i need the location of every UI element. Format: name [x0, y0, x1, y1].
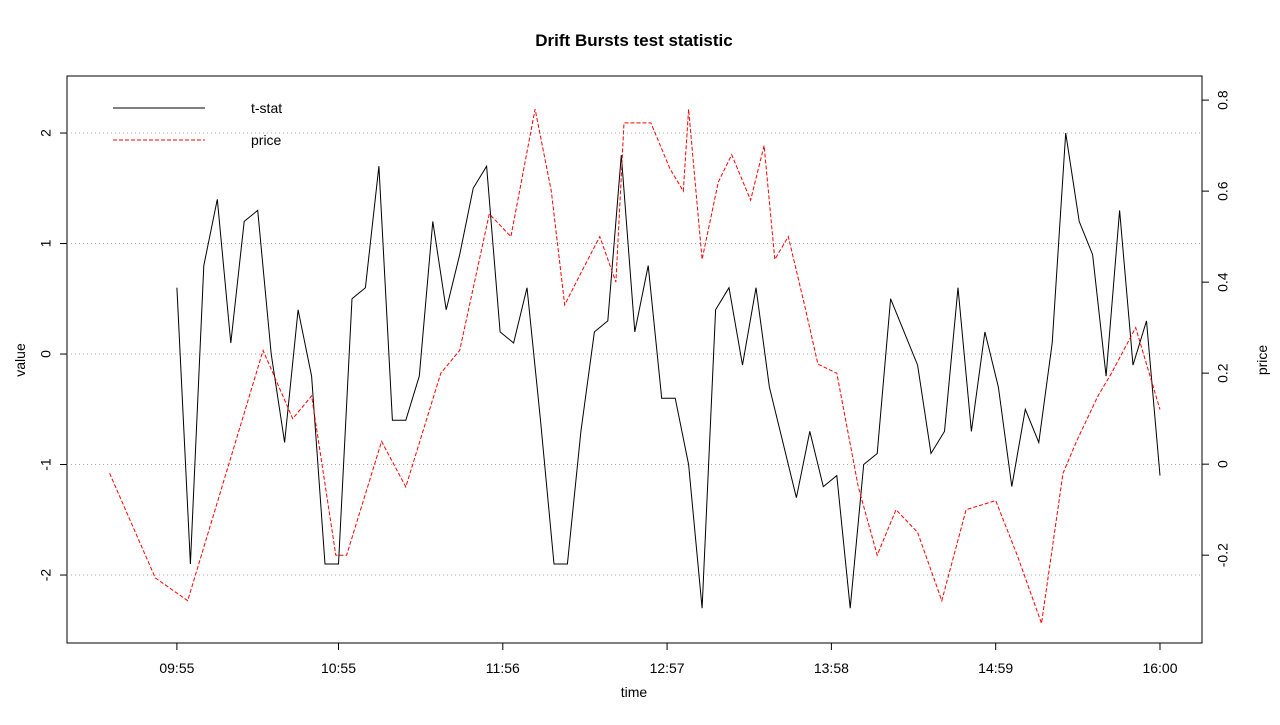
y-tick-label: -2 [38, 569, 54, 582]
chart-title: Drift Bursts test statistic [535, 31, 732, 50]
y-tick-label: 1 [38, 239, 54, 247]
y2-tick-label: 0.2 [1215, 363, 1231, 383]
x-tick-label: 14:59 [978, 660, 1013, 676]
y2-tick-label: 0.6 [1215, 181, 1231, 201]
x-tick-label: 12:57 [650, 660, 685, 676]
x-tick-label: 09:55 [159, 660, 194, 676]
x-tick-label: 13:58 [814, 660, 849, 676]
x-tick-label: 11:56 [486, 660, 520, 676]
y2-axis-label: price [1254, 345, 1270, 376]
y2-tick-label: 0.8 [1215, 90, 1231, 110]
plot-frame [66, 75, 1203, 644]
legend-label: t-stat [251, 100, 282, 116]
y-axis-label: value [12, 343, 28, 377]
series-line [109, 109, 1161, 624]
y2-tick-label: 0.4 [1215, 272, 1231, 292]
y-tick-label: 2 [38, 129, 54, 137]
x-tick-label: 10:55 [321, 660, 356, 676]
y-tick-label: 0 [38, 350, 54, 358]
y2-tick-label: 0 [1215, 460, 1231, 468]
series-line [176, 132, 1161, 609]
x-axis-label: time [621, 684, 648, 700]
legend-label: price [251, 132, 282, 148]
x-tick-label: 16:00 [1142, 660, 1177, 676]
y-tick-label: -1 [38, 458, 54, 471]
y2-tick-label: -0.2 [1215, 543, 1231, 567]
